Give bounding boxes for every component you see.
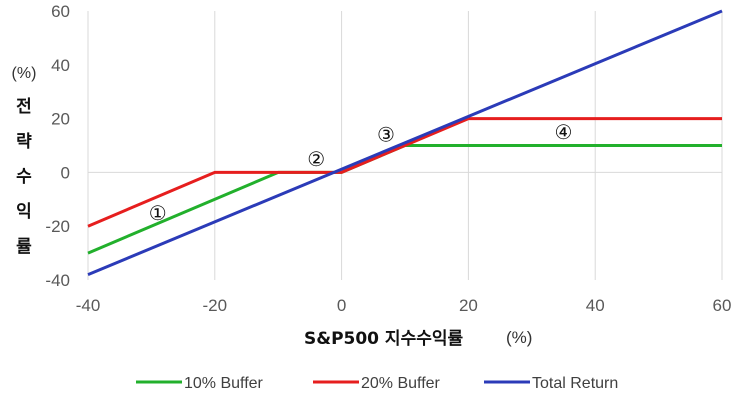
x-axis-unit: (%)	[506, 328, 532, 347]
y-tick-label-2: 0	[61, 163, 70, 182]
y-tick-labels: -40 -20 0 20 40 60	[45, 2, 70, 290]
legend-label-2: Total Return	[532, 375, 618, 392]
y-axis-label-char-2: 수	[16, 167, 32, 187]
annotation-marker-0: ①	[149, 201, 167, 225]
x-tick-label-2: 0	[337, 296, 346, 315]
y-axis-label-char-3: 익	[16, 202, 32, 222]
series-line-2	[87, 9, 723, 276]
y-tick-label-5: 60	[51, 2, 70, 21]
x-tick-label-0: -40	[76, 296, 101, 315]
series-line-1	[87, 117, 722, 228]
legend: 10% Buffer 20% Buffer Total Return	[136, 375, 618, 392]
annotation-marker-2: ③	[377, 123, 395, 147]
y-tick-label-4: 40	[51, 56, 70, 75]
y-axis-label-char-0: 전	[16, 97, 32, 117]
y-axis-label-char-1: 략	[16, 132, 32, 152]
x-tick-label-3: 20	[459, 296, 478, 315]
y-tick-label-0: -40	[45, 271, 70, 290]
annotation-marker-3: ④	[555, 120, 573, 144]
y-tick-label-3: 20	[51, 110, 70, 129]
annotation-markers: ① ② ③ ④	[149, 120, 573, 225]
annotation-marker-1: ②	[307, 147, 325, 171]
x-axis-label: S&P500 지수수익률	[304, 329, 463, 349]
y-tick-label-1: -20	[45, 217, 70, 236]
series-line-0	[87, 144, 722, 255]
y-axis-label-char-4: 률	[16, 237, 32, 257]
x-tick-labels: -40 -20 0 20 40 60	[76, 296, 732, 315]
x-tick-label-4: 40	[586, 296, 605, 315]
series-lines	[87, 9, 723, 276]
x-tick-label-5: 60	[713, 296, 732, 315]
x-tick-label-1: -20	[203, 296, 228, 315]
legend-label-0: 10% Buffer	[184, 375, 264, 392]
legend-label-1: 20% Buffer	[361, 375, 441, 392]
y-axis-unit: (%)	[12, 65, 37, 82]
